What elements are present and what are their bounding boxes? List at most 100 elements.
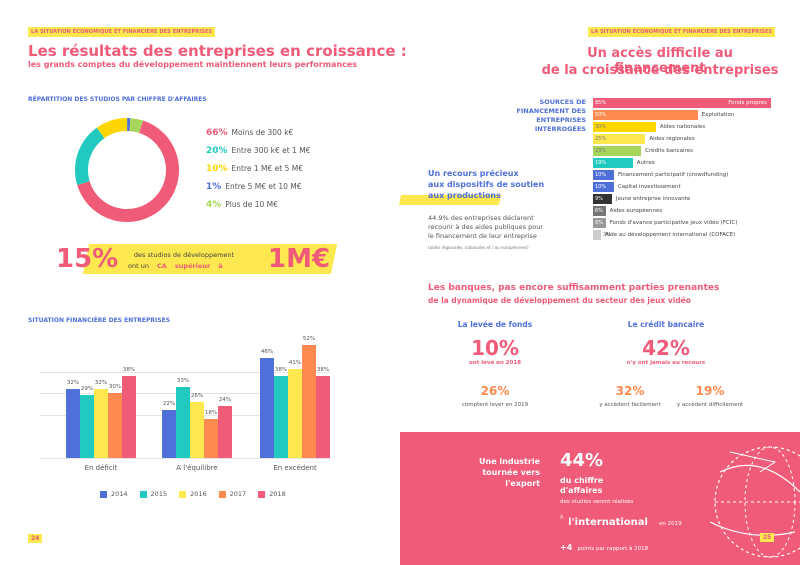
bar-legend-item: 2018 — [258, 490, 286, 498]
export-year: en 2019 — [659, 521, 682, 527]
financing-label: Exploitation — [701, 112, 735, 118]
donut-slice — [75, 127, 105, 185]
financing-row: 30% Aides nationales — [593, 122, 773, 132]
legend-pct: 20% — [206, 146, 228, 156]
bar-value-label: 52% — [302, 336, 316, 343]
donut-heading: RÉPARTITION DES STUDIOS PAR CHIFFRE D'AF… — [28, 96, 207, 103]
recours-line-2: aux dispositifs de soutien — [428, 180, 545, 189]
export-plus: +4 — [560, 543, 573, 552]
legend-item: 20% Entre 300 k€ et 1 M€ — [206, 146, 310, 156]
bar-legend-swatch — [100, 490, 107, 498]
levee-second: 26% — [480, 384, 510, 398]
financing-bar — [593, 170, 614, 180]
sources-label-3: ENTREPRISES — [536, 116, 586, 124]
bar — [302, 345, 316, 458]
financing-bar — [593, 230, 601, 240]
bar-value-label: 22% — [162, 401, 176, 408]
financing-pct: 23% — [595, 148, 607, 154]
legend-pct: 4% — [206, 200, 222, 210]
left-subtitle: les grands comptes du développement main… — [28, 60, 358, 69]
bar-value-label: 46% — [260, 349, 274, 356]
export-sup: à — [560, 514, 564, 521]
financing-label: Fonds d'avance participative jeux vidéo … — [609, 220, 738, 226]
legend-pct: 10% — [206, 164, 228, 174]
page-number-left: 24 — [28, 534, 43, 543]
export-intl-line: à l'international en 2019 — [560, 510, 682, 529]
legend-pct: 66% — [206, 128, 228, 138]
financing-bar — [593, 98, 771, 108]
banner-text-2c: supérieur — [174, 262, 211, 270]
levee-big-label: ont levé en 2018 — [469, 360, 521, 366]
export-lead-1: Une industrie — [479, 457, 540, 466]
export-intl: l'international — [568, 517, 648, 528]
legend-item: 4% Plus de 10 M€ — [206, 200, 310, 210]
recours-line-3: aux productions — [428, 191, 501, 200]
legend-label: Entre 1 M€ et 5 M€ — [231, 164, 304, 173]
recours-text-2: recourir à des aides publiques pour — [428, 223, 543, 231]
financing-pct: 30% — [595, 124, 607, 130]
financing-pct: 85% — [595, 100, 607, 106]
banner-text-2: ont un CA supérieur à — [128, 262, 248, 270]
export-lead-3: l'export — [505, 479, 540, 488]
financing-bar — [593, 158, 633, 168]
banner-text-2b: CA — [157, 262, 167, 270]
financing-pct: 50% — [595, 112, 607, 118]
bar-value-label: 18% — [204, 410, 218, 416]
bar-value-label: 38% — [122, 366, 136, 373]
credit-big-label: n'y ont jamais eu recours — [626, 360, 706, 366]
bar-legend-swatch — [139, 490, 147, 498]
financing-bar — [593, 110, 698, 120]
financing-label: Crédits bancaires — [645, 148, 693, 154]
bar-category-label: À l'équilibre — [176, 464, 218, 472]
bar-value-label: 41% — [288, 360, 302, 367]
bar-value-label: 38% — [274, 366, 288, 373]
bar-chart: 32% 29% 32% 30% 38% En déficit 22% 33% 26% 18% 24%… — [40, 336, 350, 472]
financing-bar — [593, 194, 612, 204]
bar — [94, 388, 108, 458]
bar-legend-label: 2015 — [150, 490, 168, 498]
financing-pct: 9% — [595, 196, 603, 202]
bar-legend-label: 2017 — [229, 490, 247, 498]
financing-label: Aide au développement international (COF… — [605, 232, 736, 238]
financing-bar — [593, 146, 642, 156]
bar-legend-label: 2018 — [269, 490, 286, 498]
bar-legend-item: 2016 — [179, 490, 207, 498]
financing-label: Aides nationales — [659, 124, 706, 130]
financing-pct: 19% — [595, 160, 607, 166]
financing-row: 3% Aide au développement international (C… — [593, 230, 773, 240]
financing-pct: 3% — [603, 232, 611, 238]
recours-text: 44.9% des entreprises déclarent recourir… — [428, 214, 543, 241]
bar-legend-item: 2014 — [100, 490, 128, 498]
banks-title: Les banques, pas encore suffisamment par… — [428, 283, 720, 293]
legend-label: Moins de 300 k€ — [231, 128, 294, 137]
financing-row: 23% Crédits bancaires — [593, 146, 773, 156]
banner-percent: 15% — [56, 244, 119, 274]
bar-value-label: 33% — [176, 377, 190, 384]
banner-text-2a: ont un — [128, 262, 149, 270]
donut-slice — [129, 118, 144, 133]
bar-category-label: En déficit — [84, 464, 118, 472]
sources-label-1: SOURCES DE — [539, 98, 586, 106]
export-plus-line: +4 points par rapport à 2018 — [560, 535, 648, 554]
banner-text-2d: à — [218, 262, 223, 270]
grid-line — [40, 371, 330, 373]
bar-value-label: 32% — [66, 379, 80, 386]
banner-value: 1M€ — [268, 244, 331, 274]
export-lead-2: tournée vers — [482, 468, 540, 477]
credit-b-label: y accèdent difficilement — [676, 402, 744, 408]
credit-a: 32% — [615, 384, 645, 398]
bar-value-label: 38% — [316, 366, 330, 373]
bar — [190, 401, 204, 458]
recours-line-1: Un recours précieux — [428, 169, 519, 178]
financing-row: 19% Autres — [593, 158, 773, 168]
left-title: Les résultats des entreprises en croissa… — [28, 42, 407, 60]
credit-heading: Le crédit bancaire — [627, 320, 705, 329]
bar-legend: 2014 2015 2016 2017 2018 — [100, 481, 320, 498]
financing-row: 25% Aides régionales — [593, 134, 773, 144]
financing-pct: 25% — [595, 136, 607, 142]
bar — [80, 395, 94, 458]
bar-legend-label: 2014 — [111, 490, 128, 498]
right-title-1: Un accès difficile au financement — [587, 46, 733, 76]
financing-bar — [593, 206, 606, 216]
legend-label: Entre 300 k€ et 1 M€ — [231, 146, 311, 155]
